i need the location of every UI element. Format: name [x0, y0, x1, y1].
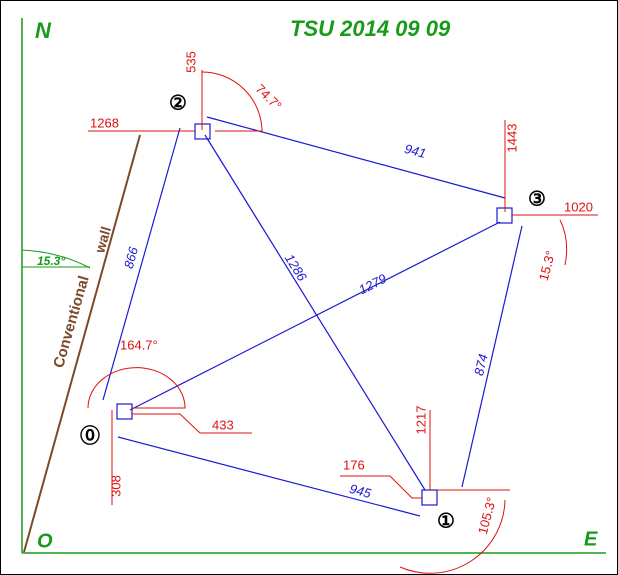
node-label: ② [169, 92, 187, 114]
distance: 941 [403, 141, 428, 161]
wall-word: wall [91, 225, 114, 256]
offset: 1217 [413, 406, 428, 435]
distance: 945 [348, 481, 374, 501]
offset: 1020 [564, 199, 593, 214]
axes [21, 18, 606, 554]
title: TSU 2014 09 09 [290, 16, 451, 41]
origin: O [37, 530, 53, 552]
offset: 535 [183, 51, 198, 73]
distance: 874 [471, 353, 490, 378]
north: N [35, 18, 52, 43]
wall-angle: 15.3° [37, 254, 65, 268]
offset: 1268 [90, 115, 119, 130]
wall-line [23, 134, 141, 553]
offset: 433 [212, 417, 234, 432]
offset: 308 [108, 475, 123, 497]
offset: 176 [343, 457, 365, 472]
node-label: ① [437, 510, 455, 532]
node-label: ⓪ [80, 424, 100, 447]
offset: 1443 [504, 124, 519, 153]
dimension-lines [87, 70, 598, 574]
distance: 866 [121, 245, 141, 271]
east: E [584, 528, 598, 550]
node-label: ③ [528, 188, 546, 210]
angle: 164.7° [120, 337, 158, 352]
survey-lines [102, 116, 523, 517]
